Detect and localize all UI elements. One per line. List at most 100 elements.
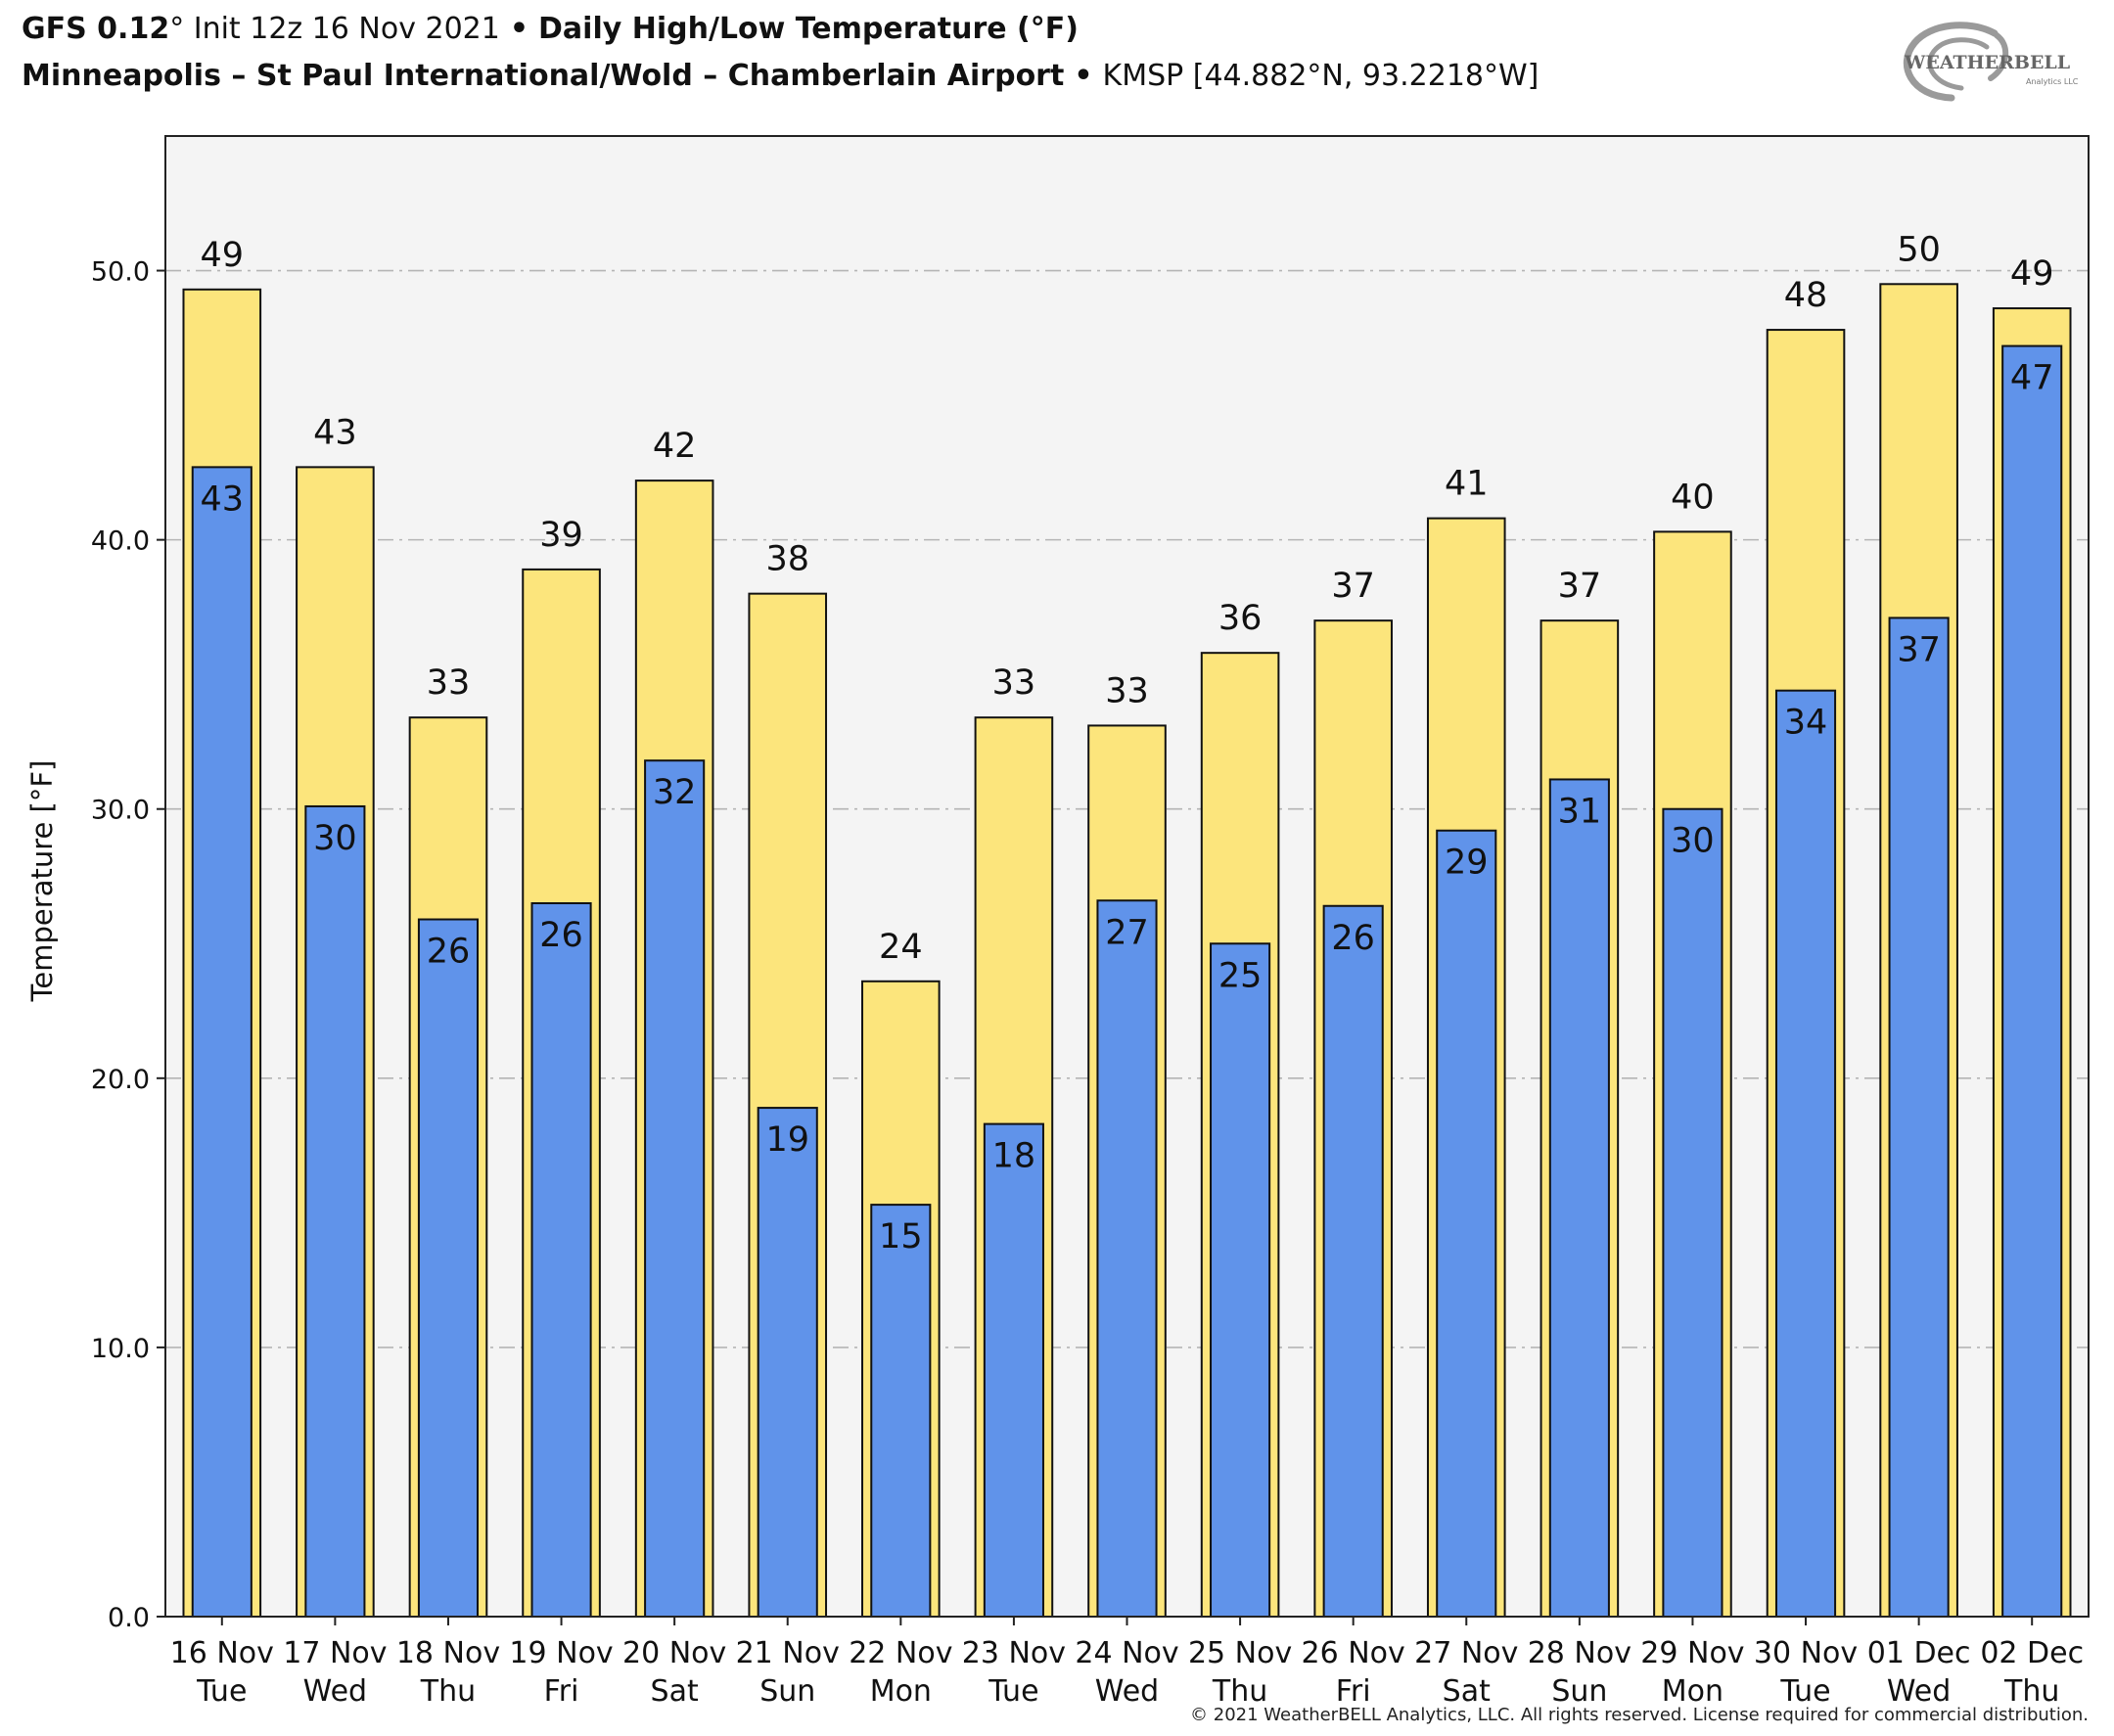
y-tick-label: 20.0 — [91, 1065, 150, 1095]
x-tick-day: Tue — [1779, 1674, 1830, 1709]
high-temp-label: 39 — [539, 516, 583, 555]
low-temp-label: 15 — [879, 1217, 923, 1256]
x-tick-day: Sun — [759, 1674, 815, 1709]
copyright-notice: © 2021 WeatherBELL Analytics, LLC. All r… — [1190, 1705, 2089, 1725]
x-tick-day: Mon — [1662, 1674, 1723, 1709]
low-temp-label: 30 — [313, 819, 357, 858]
x-tick-date: 18 Nov — [396, 1636, 500, 1670]
low-temp-label: 34 — [1784, 704, 1828, 743]
location-name: Minneapolis – St Paul International/Wold… — [22, 59, 1065, 93]
low-temp-bar — [870, 1204, 932, 1619]
x-tick-date: 22 Nov — [849, 1636, 952, 1670]
product-name: Daily High/Low Temperature (°F) — [538, 12, 1079, 46]
x-tick-day: Sat — [1443, 1674, 1491, 1709]
x-tick-date: 26 Nov — [1302, 1636, 1405, 1670]
x-tick-day: Wed — [1095, 1674, 1159, 1709]
station-info: KMSP [44.882°N, 93.2218°W] — [1102, 59, 1540, 93]
x-tick-date: 25 Nov — [1188, 1636, 1292, 1670]
x-tick-date: 21 Nov — [736, 1636, 840, 1670]
title-bullet: • — [509, 12, 529, 46]
low-temp-bar — [1322, 904, 1384, 1618]
x-tick-day: Fri — [544, 1674, 579, 1709]
x-tick-date: 02 Dec — [1980, 1636, 2084, 1670]
low-temp-bar — [1210, 942, 1271, 1618]
low-temp-label: 26 — [539, 916, 583, 955]
high-temp-label: 42 — [653, 427, 697, 466]
high-temp-label: 43 — [313, 413, 357, 452]
low-temp-bar — [757, 1107, 818, 1618]
low-temp-label: 30 — [1671, 822, 1715, 861]
model-name: GFS 0.12 — [22, 12, 170, 46]
low-temp-bar — [983, 1122, 1044, 1618]
low-temp-label: 43 — [201, 480, 245, 519]
x-tick-date: 20 Nov — [622, 1636, 726, 1670]
low-temp-bar — [1662, 807, 1723, 1618]
low-temp-label: 32 — [653, 773, 697, 812]
logo-text: WEATHERBELL — [1904, 52, 2070, 73]
x-tick-date: 19 Nov — [509, 1636, 613, 1670]
y-tick-label: 40.0 — [91, 526, 150, 557]
y-axis-label: Temperature [°F] — [25, 760, 59, 1003]
y-tick-label: 50.0 — [91, 257, 150, 288]
x-tick-date: 27 Nov — [1414, 1636, 1518, 1670]
low-temp-bar — [1774, 689, 1837, 1618]
x-tick-date: 17 Nov — [283, 1636, 387, 1670]
low-temp-bar — [1888, 617, 1950, 1618]
init-time: Init 12z 16 Nov 2021 — [193, 12, 500, 46]
high-temp-label: 49 — [2010, 254, 2054, 294]
low-temp-label: 37 — [1897, 630, 1941, 669]
x-tick-day: Fri — [1336, 1674, 1371, 1709]
y-tick-label: 30.0 — [91, 796, 150, 826]
y-axis-ticks: 0.0 10.0 20.0 30.0 40.0 50.0 — [91, 257, 165, 1633]
subtitle-bullet: • — [1074, 59, 1093, 93]
low-temp-bar — [1548, 778, 1610, 1618]
low-temp-bar — [1436, 829, 1497, 1618]
low-temp-label: 26 — [427, 933, 471, 972]
low-temp-label: 19 — [765, 1120, 809, 1160]
low-temp-bar — [644, 759, 706, 1618]
x-tick-day: Tue — [988, 1674, 1038, 1709]
x-tick-day: Sun — [1551, 1674, 1607, 1709]
x-tick-date: 16 Nov — [170, 1636, 274, 1670]
high-temp-label: 50 — [1897, 230, 1941, 269]
high-temp-label: 49 — [201, 236, 245, 275]
x-tick-day: Thu — [420, 1674, 476, 1709]
x-tick-day: Tue — [196, 1674, 247, 1709]
low-temp-bar — [530, 902, 592, 1618]
low-temp-bar — [191, 466, 253, 1618]
x-tick-date: 01 Dec — [1867, 1636, 1971, 1670]
logo-subtext: Analytics LLC — [2026, 77, 2079, 86]
high-temp-label: 24 — [879, 928, 923, 967]
low-temp-label: 31 — [1558, 792, 1602, 831]
high-temp-label: 33 — [992, 663, 1036, 703]
high-temp-label: 38 — [765, 540, 809, 579]
x-tick-day: Mon — [870, 1674, 932, 1709]
low-temp-bar — [304, 804, 366, 1618]
chart-title: GFS 0.12° Init 12z 16 Nov 2021 • Daily Hig… — [22, 12, 1079, 46]
high-temp-label: 33 — [1105, 671, 1149, 710]
x-tick-date: 29 Nov — [1640, 1636, 1744, 1670]
x-tick-date: 30 Nov — [1754, 1636, 1858, 1670]
high-temp-label: 41 — [1445, 465, 1489, 504]
x-tick-day: Thu — [1212, 1674, 1267, 1709]
high-temp-label: 33 — [427, 663, 471, 703]
low-temp-label: 29 — [1445, 844, 1489, 883]
chart-subtitle: Minneapolis – St Paul International/Wold… — [22, 59, 1539, 93]
high-temp-label: 37 — [1331, 567, 1375, 606]
low-temp-label: 25 — [1218, 956, 1263, 995]
x-tick-day: Thu — [2003, 1674, 2059, 1709]
y-tick-label: 0.0 — [108, 1603, 150, 1633]
high-temp-label: 36 — [1218, 599, 1263, 638]
model-degree: ° — [169, 12, 185, 46]
x-tick-date: 28 Nov — [1528, 1636, 1631, 1670]
low-temp-label: 18 — [992, 1137, 1036, 1176]
low-temp-label: 27 — [1105, 913, 1149, 952]
x-axis-ticks: 16 Nov Tue 17 Nov Wed 18 Nov Thu 19 Nov Fri 20 N… — [170, 1617, 2084, 1709]
low-temp-label: 26 — [1331, 919, 1375, 958]
high-temp-label: 48 — [1784, 276, 1828, 315]
x-tick-day: Wed — [1887, 1674, 1951, 1709]
low-temp-bar — [1096, 899, 1158, 1618]
low-temp-bar — [2001, 344, 2063, 1618]
data-labels: 49 43 43 30 33 26 39 26 42 32 38 19 24 15 33 18 33 27 36 25… — [201, 230, 2054, 1256]
